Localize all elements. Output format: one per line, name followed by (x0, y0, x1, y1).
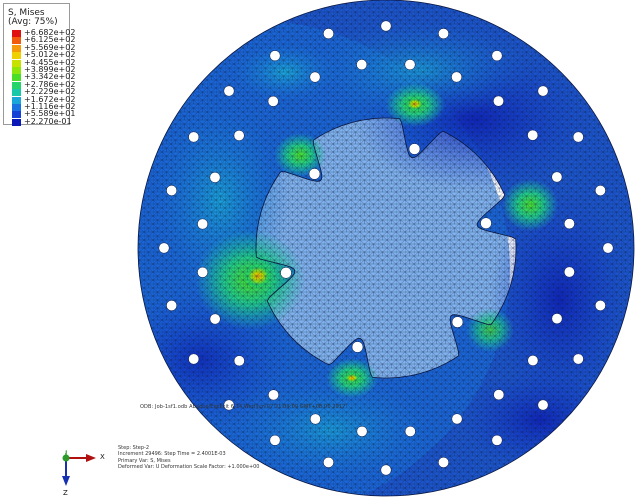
bolt-hole (594, 300, 606, 311)
bolt-hole (493, 389, 505, 401)
step-info-line: Deformed Var: U Deformation Scale Factor… (118, 463, 260, 470)
bolt-hole (166, 185, 178, 196)
bolt-hole (451, 316, 464, 328)
bolt-hole (551, 313, 563, 325)
legend-value: +3.899e+02 (24, 65, 76, 74)
legend-value: +4.455e+02 (24, 57, 76, 67)
bolt-hole (551, 171, 563, 183)
bolt-hole (451, 71, 463, 83)
bolt-hole (158, 242, 170, 254)
bolt-hole (323, 28, 334, 40)
bolt-hole (223, 85, 235, 97)
bolt-hole (563, 218, 575, 230)
legend-swatch (12, 89, 21, 97)
bolt-hole (480, 217, 492, 229)
bolt-hole (563, 266, 575, 278)
legend-value: +3.342e+02 (24, 72, 76, 82)
bolt-hole (188, 353, 200, 365)
legend-value: +6.125e+02 (24, 35, 76, 45)
bolt-hole (188, 131, 200, 143)
bolt-hole (323, 456, 334, 468)
bolt-hole (408, 143, 421, 155)
odb-info: ODB: Job-1sf1.odb Abaqus/Explicit 6.14 W… (140, 404, 346, 410)
bolt-hole (572, 131, 584, 143)
bolt-hole (308, 168, 321, 180)
legend-swatch (12, 74, 21, 82)
bolt-hole (594, 185, 606, 196)
bolt-hole (380, 20, 392, 32)
step-info-line: Increment 29496: Step Time = 2.4001E-03 (118, 451, 226, 458)
bolt-hole (166, 300, 178, 311)
bolt-hole (197, 218, 209, 230)
bolt-hole (268, 389, 279, 401)
bolt-hole (356, 59, 368, 71)
bolt-hole (351, 341, 364, 353)
bolt-hole (267, 95, 279, 107)
legend-value: +5.589e+01 (24, 109, 76, 119)
legend-swatch (12, 111, 21, 119)
bolt-hole (209, 171, 221, 183)
legend-swatch (12, 67, 21, 74)
bolt-hole (602, 242, 614, 254)
legend-value: +1.116e+02 (24, 102, 76, 111)
bolt-hole (491, 50, 503, 62)
triad-z-label: Z (63, 489, 68, 497)
bolt-hole (537, 85, 549, 97)
legend-title: S, Mises (8, 8, 45, 18)
step-info-line: Primary Var: S, Mises (118, 457, 171, 464)
legend-value: +2.270e-01 (24, 116, 72, 126)
bolt-hole (309, 413, 321, 425)
legend-value: +2.786e+02 (24, 79, 76, 89)
bolt-hole (491, 434, 503, 446)
view-triad (62, 450, 96, 486)
legend-value: +2.229e+02 (24, 87, 76, 97)
bolt-hole (269, 434, 281, 446)
bolt-hole (209, 313, 221, 325)
legend-swatch (12, 104, 21, 111)
bolt-hole (572, 353, 584, 365)
bolt-hole (269, 50, 281, 62)
bolt-hole (451, 413, 463, 425)
bolt-hole (233, 355, 245, 367)
step-info-line: Step: Step-2 (118, 445, 150, 451)
legend-subtitle: (Avg: 75%) (8, 17, 58, 27)
triad-y-label: Y (64, 449, 68, 455)
stress-legend: S, Mises (Avg: 75%) +6.682e+02 +6.125e+02… (3, 3, 75, 126)
step-info: Step: Step-2 Increment 29496: Step Time … (118, 445, 260, 470)
legend-swatch (12, 96, 21, 104)
bolt-hole (197, 266, 209, 278)
legend-swatch (12, 118, 21, 126)
bolt-hole (537, 399, 549, 411)
legend-swatch (12, 59, 21, 67)
bolt-hole (404, 59, 416, 71)
bolt-hole (380, 464, 392, 476)
bolt-hole (309, 71, 321, 83)
legend-swatch (12, 37, 21, 45)
bolt-hole (233, 130, 245, 141)
legend-value: +1.672e+02 (24, 94, 76, 104)
triad-x-label: X (100, 453, 105, 461)
bolt-hole (356, 425, 368, 437)
legend-value: +6.682e+02 (24, 28, 76, 37)
bolt-hole (223, 399, 235, 411)
bolt-hole (438, 456, 449, 468)
legend-swatch (12, 52, 21, 60)
bolt-hole (527, 355, 539, 366)
bolt-hole (280, 267, 292, 279)
legend-value: +5.569e+02 (24, 42, 76, 52)
legend-swatch (12, 44, 21, 52)
bolt-hole (527, 129, 539, 141)
bolt-hole (404, 425, 416, 437)
bolt-hole (438, 28, 449, 40)
legend-swatch (12, 81, 21, 89)
legend-value: +5.012e+02 (24, 50, 76, 60)
bolt-holes (158, 20, 614, 476)
legend-swatch (12, 30, 21, 37)
bolt-hole (493, 95, 504, 107)
